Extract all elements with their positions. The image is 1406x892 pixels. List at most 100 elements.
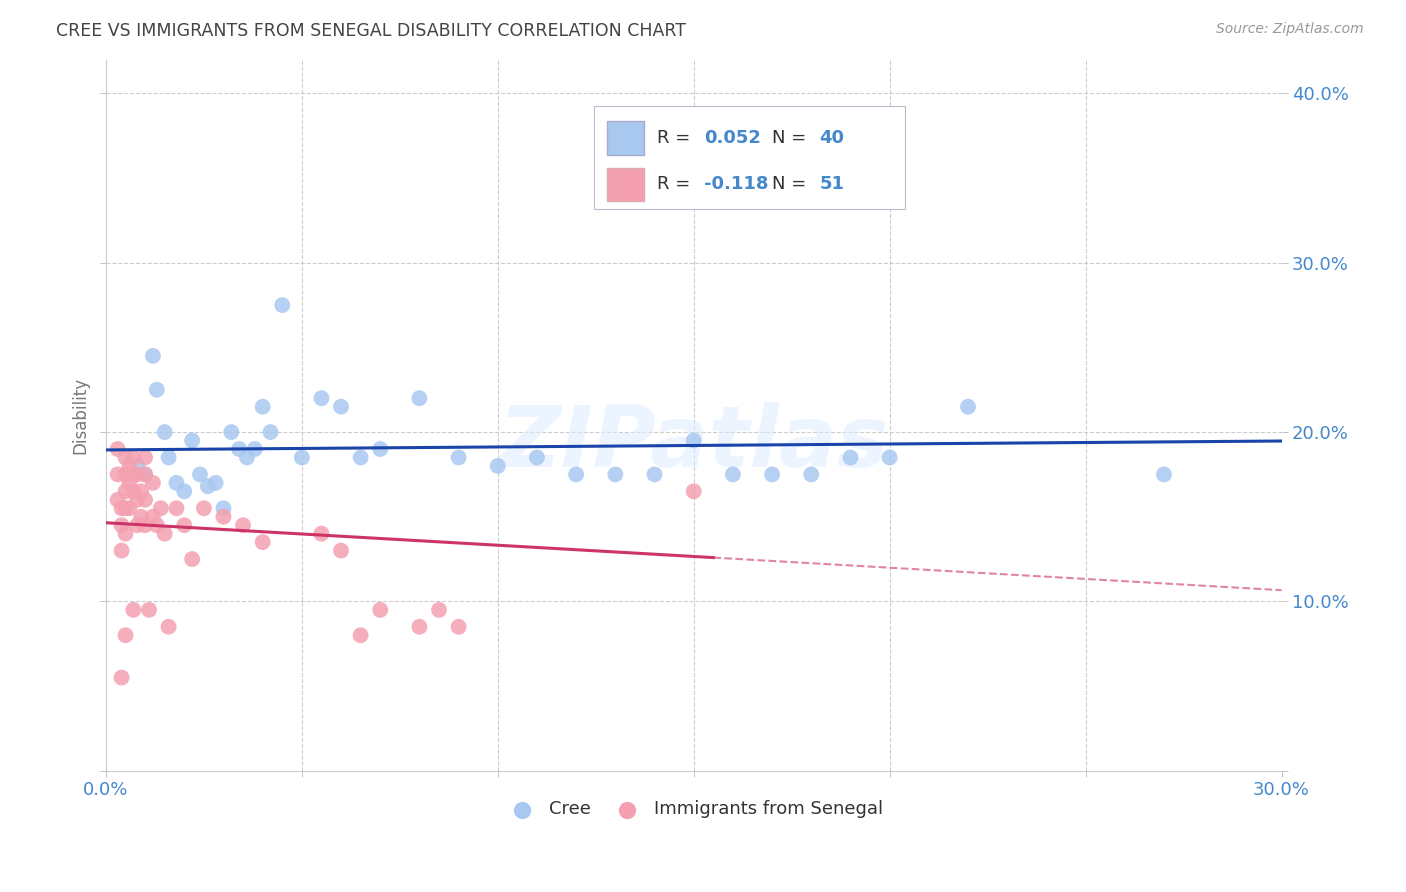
Point: [956, 400, 979, 414]
Point: [138, 603, 160, 617]
Point: [157, 620, 180, 634]
Point: [271, 298, 294, 312]
Point: [122, 467, 145, 482]
Y-axis label: Disability: Disability: [72, 376, 89, 454]
Point: [879, 450, 901, 465]
Point: [122, 450, 145, 465]
Point: [330, 543, 353, 558]
Text: ZIPatlas: ZIPatlas: [499, 402, 889, 485]
Point: [565, 467, 588, 482]
Point: [408, 620, 430, 634]
Point: [107, 467, 129, 482]
Point: [368, 603, 391, 617]
Point: [221, 425, 243, 439]
Point: [682, 484, 704, 499]
Point: [118, 458, 141, 473]
Point: [644, 467, 666, 482]
Point: [761, 467, 783, 482]
Text: N =: N =: [772, 176, 813, 194]
Point: [134, 467, 156, 482]
Point: [526, 450, 548, 465]
Point: [427, 603, 450, 617]
Point: [118, 475, 141, 490]
Point: [204, 475, 226, 490]
Point: [212, 509, 235, 524]
Point: [368, 442, 391, 456]
Text: CREE VS IMMIGRANTS FROM SENEGAL DISABILITY CORRELATION CHART: CREE VS IMMIGRANTS FROM SENEGAL DISABILI…: [56, 22, 686, 40]
Text: 51: 51: [820, 176, 845, 194]
Point: [134, 467, 156, 482]
Point: [243, 442, 266, 456]
Point: [173, 484, 195, 499]
Point: [129, 484, 152, 499]
Point: [408, 391, 430, 405]
Point: [127, 518, 149, 533]
Point: [330, 400, 353, 414]
Point: [181, 552, 204, 566]
Text: R =: R =: [657, 176, 696, 194]
Point: [146, 518, 169, 533]
Point: [165, 475, 187, 490]
Point: [173, 518, 195, 533]
Point: [146, 383, 169, 397]
Point: [349, 628, 371, 642]
Point: [114, 526, 136, 541]
Point: [311, 526, 333, 541]
Text: Source: ZipAtlas.com: Source: ZipAtlas.com: [1216, 22, 1364, 37]
Point: [252, 535, 274, 549]
Point: [114, 501, 136, 516]
Point: [165, 501, 187, 516]
Point: [228, 442, 250, 456]
Point: [181, 434, 204, 448]
Point: [127, 458, 149, 473]
Point: [110, 671, 132, 685]
Point: [157, 450, 180, 465]
Point: [114, 467, 136, 482]
Point: [212, 501, 235, 516]
Point: [232, 518, 254, 533]
Point: [110, 501, 132, 516]
Point: [107, 442, 129, 456]
Point: [110, 518, 132, 533]
Text: R =: R =: [657, 129, 696, 147]
Point: [142, 509, 165, 524]
Text: 40: 40: [820, 129, 845, 147]
Point: [188, 467, 211, 482]
Point: [153, 526, 176, 541]
Point: [447, 620, 470, 634]
Point: [721, 467, 744, 482]
Legend: Cree, Immigrants from Senegal: Cree, Immigrants from Senegal: [496, 793, 890, 826]
Point: [252, 400, 274, 414]
Point: [153, 425, 176, 439]
Point: [110, 543, 132, 558]
Point: [682, 434, 704, 448]
Point: [149, 501, 172, 516]
Text: 0.052: 0.052: [704, 129, 761, 147]
Point: [122, 603, 145, 617]
Point: [114, 628, 136, 642]
Point: [107, 492, 129, 507]
Point: [236, 450, 259, 465]
Text: N =: N =: [772, 129, 813, 147]
Point: [311, 391, 333, 405]
Point: [134, 492, 156, 507]
Text: -0.118: -0.118: [704, 176, 769, 194]
Point: [259, 425, 281, 439]
Point: [134, 450, 156, 465]
Point: [1153, 467, 1175, 482]
Point: [197, 479, 219, 493]
Point: [839, 450, 862, 465]
FancyBboxPatch shape: [593, 106, 905, 209]
Point: [142, 475, 165, 490]
FancyBboxPatch shape: [607, 168, 644, 201]
Point: [486, 458, 509, 473]
Point: [142, 349, 165, 363]
Point: [129, 509, 152, 524]
Point: [114, 484, 136, 499]
Point: [118, 501, 141, 516]
Point: [291, 450, 314, 465]
Point: [349, 450, 371, 465]
Point: [193, 501, 215, 516]
Point: [447, 450, 470, 465]
Point: [114, 450, 136, 465]
